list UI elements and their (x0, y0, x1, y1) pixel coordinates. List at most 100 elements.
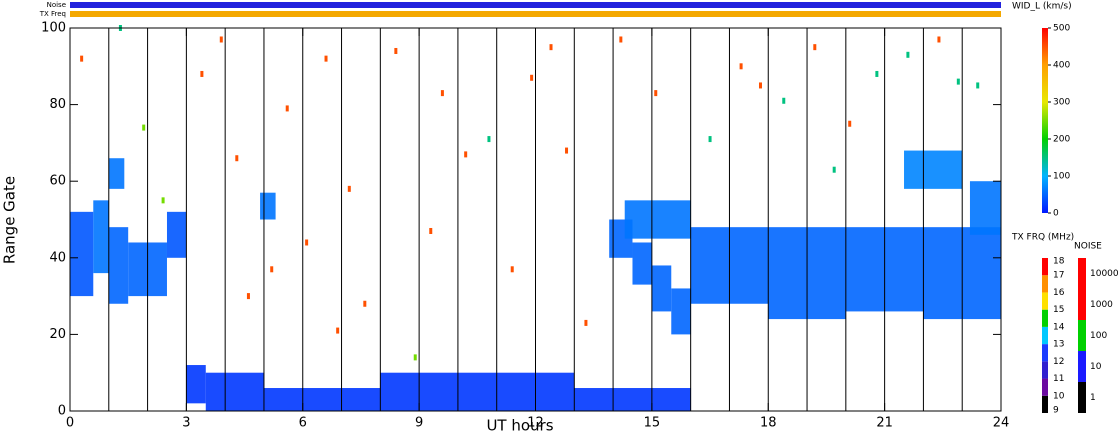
x-axis-label: UT hours (486, 417, 553, 435)
echo-point (285, 105, 289, 112)
noise-swatch (1078, 351, 1086, 382)
colorbar-tick-label: 100 (1053, 172, 1070, 182)
y-tick-label: 20 (49, 327, 66, 342)
colorbar-tick-label: 10000 (1090, 269, 1118, 279)
colorbar-tick-label: 18 (1053, 257, 1065, 267)
echo-point (937, 36, 941, 43)
echo-point (654, 90, 658, 97)
echo-point (429, 227, 433, 234)
echo-patch (70, 211, 94, 297)
echo-point (413, 354, 417, 361)
colorbar-tick-label: 11 (1053, 374, 1064, 384)
echo-point (813, 44, 817, 51)
echo-point (906, 51, 910, 58)
echo-point (336, 327, 340, 334)
echo-point (80, 55, 84, 62)
noise-swatch (1078, 382, 1086, 413)
echo-point (565, 147, 569, 154)
echo-point (142, 124, 146, 131)
x-tick-label: 15 (644, 416, 661, 431)
freq-swatch (1042, 309, 1048, 327)
y-tick-label: 100 (41, 21, 66, 36)
colorbar-tick-label: 17 (1053, 271, 1064, 281)
colorbar-tick-label: 10 (1053, 391, 1065, 401)
strip-label: Noise (47, 1, 66, 9)
x-tick-label: 18 (760, 416, 777, 431)
echo-point (219, 36, 223, 43)
echo-point (200, 70, 204, 77)
echo-point (246, 293, 250, 300)
echo-patch (671, 288, 691, 335)
colorbar-tick-label: 200 (1053, 135, 1070, 145)
echo-point (161, 197, 165, 204)
echo-point (832, 166, 836, 173)
echo-point (464, 151, 468, 158)
freq-swatch (1042, 326, 1048, 345)
y-tick-label: 0 (58, 404, 66, 419)
echo-point (530, 74, 534, 81)
echo-point (848, 120, 852, 127)
echo-point (782, 97, 786, 104)
freq-swatch (1042, 258, 1048, 276)
echo-patch (108, 158, 125, 189)
echo-point (305, 239, 309, 246)
echo-point (739, 63, 743, 70)
echo-patch (263, 388, 381, 411)
echo-patch (205, 372, 264, 411)
echo-patch (108, 227, 129, 304)
freq-swatch (1042, 292, 1048, 310)
noise-swatch (1078, 289, 1086, 320)
colorbar-tick-label: 400 (1053, 61, 1070, 71)
colorbar-tick-label: 12 (1053, 357, 1064, 367)
colorbar-tick-label: 16 (1053, 288, 1065, 298)
colorbar-tick-label: 9 (1053, 406, 1059, 416)
echo-patch (93, 200, 109, 274)
x-tick-label: 3 (182, 416, 190, 431)
noise-swatch (1078, 258, 1086, 289)
width-colorbar (1042, 28, 1048, 213)
x-tick-label: 12 (527, 416, 544, 431)
freq-bar-label: TX FRQ (MHz) (1011, 233, 1074, 243)
colorbar-tick-label: 0 (1053, 209, 1059, 219)
echo-point (708, 136, 712, 143)
colorbar-tick-label: 1000 (1090, 300, 1113, 310)
colorbar-tick-label: 1 (1090, 393, 1096, 403)
echo-point (976, 82, 980, 89)
echo-patch (624, 200, 691, 239)
freq-swatch (1042, 361, 1048, 379)
colorbar-tick-label: 15 (1053, 305, 1064, 315)
strip (70, 11, 1001, 17)
echo-point (235, 155, 239, 162)
echo-patch (969, 181, 1001, 235)
colorbar-tick-label: 13 (1053, 340, 1064, 350)
echo-point (956, 78, 960, 85)
echo-patch (186, 365, 206, 404)
x-tick-label: 6 (299, 416, 307, 431)
echo-patch (380, 372, 575, 411)
y-tick-label: 40 (49, 250, 66, 265)
strip-label: TX Freq (39, 10, 66, 18)
x-tick-label: 21 (876, 416, 893, 431)
freq-swatch (1042, 275, 1048, 293)
echo-patch (632, 242, 652, 285)
freq-swatch (1042, 395, 1048, 413)
echo-point (394, 47, 398, 54)
echo-point (487, 136, 491, 143)
echo-patch (651, 265, 672, 312)
echo-point (549, 44, 553, 51)
echo-point (619, 36, 623, 43)
echo-point (510, 266, 514, 273)
strip (70, 2, 1001, 8)
colorbar-tick-label: 300 (1053, 98, 1070, 108)
echo-patch (260, 192, 276, 220)
freq-swatch (1042, 378, 1048, 396)
echo-patch (904, 150, 963, 189)
echo-point (875, 70, 879, 77)
y-axis-label: Range Gate (1, 176, 19, 264)
x-tick-label: 24 (993, 416, 1010, 431)
echo-point (363, 300, 367, 307)
x-tick-label: 0 (66, 416, 74, 431)
colorbar-tick-label: 14 (1053, 322, 1065, 332)
echo-point (440, 90, 444, 97)
